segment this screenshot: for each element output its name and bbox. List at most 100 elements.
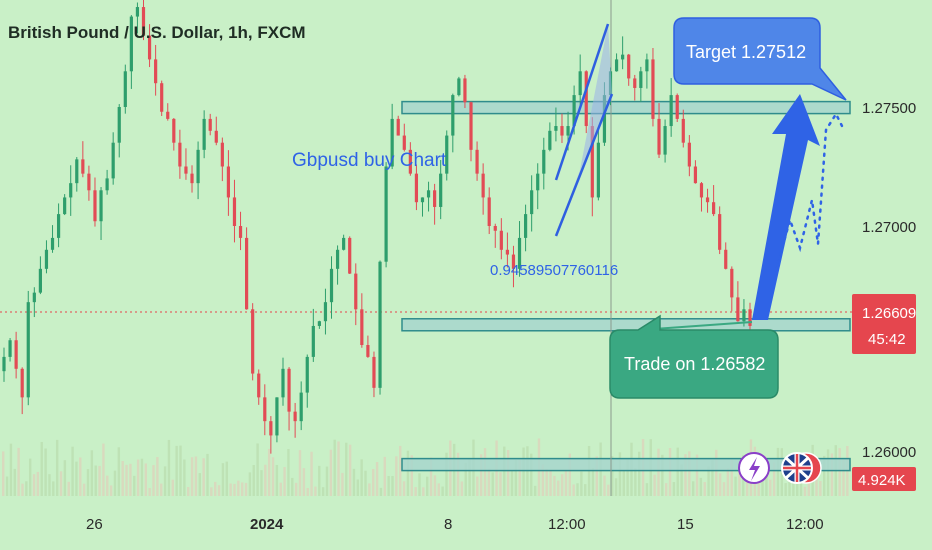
volume-value: 4.924K: [858, 472, 906, 489]
candle-body: [311, 325, 315, 357]
candle-body: [166, 111, 170, 119]
candle-body: [26, 302, 30, 398]
projection-dotted-path: [774, 111, 844, 272]
candle-body: [348, 237, 352, 274]
ratio-text: 0.94589507760116: [490, 262, 618, 279]
trade-callout-box[interactable]: [609, 314, 779, 399]
volume-bar: [422, 487, 425, 496]
volume-bar: [256, 443, 259, 496]
volume-bar: [437, 483, 440, 496]
candle-body: [56, 214, 61, 238]
candle-body: [287, 368, 291, 412]
candle-body: [32, 292, 36, 303]
candle-body: [566, 126, 570, 136]
volume-bar: [17, 447, 20, 496]
volume-bar: [129, 463, 132, 496]
volume-bar: [98, 465, 101, 496]
volume-bar: [267, 448, 271, 496]
volume-bar: [406, 450, 410, 496]
target-callout-box[interactable]: [673, 17, 847, 101]
volume-bar: [676, 447, 679, 496]
candle-body: [141, 7, 146, 36]
volume-bar: [614, 478, 618, 496]
volume-bar: [668, 448, 672, 496]
volume-bar: [206, 453, 209, 496]
volume-bar: [113, 470, 117, 496]
volume-bar: [545, 469, 548, 496]
candle-body: [633, 78, 637, 88]
zone-1: [401, 100, 851, 115]
candle-body: [93, 190, 97, 222]
candle-body: [420, 197, 425, 203]
candle-body: [323, 302, 328, 322]
volume-bar: [568, 453, 572, 496]
candle-body: [245, 237, 249, 310]
price-tick-1: 1.27500: [862, 100, 916, 117]
volume-bar: [391, 475, 394, 496]
volume-bar: [133, 475, 136, 496]
volume-bar: [291, 477, 294, 496]
candle-body: [596, 142, 600, 198]
volume-bar: [194, 456, 198, 496]
volume-bar: [618, 452, 622, 496]
volume-bar: [248, 472, 252, 496]
candle-body: [214, 130, 218, 143]
candle-body: [275, 397, 279, 436]
volume-bar: [287, 448, 290, 496]
volume-bar: [210, 487, 213, 496]
candle-body: [129, 16, 133, 72]
volume-bar: [325, 466, 329, 496]
price-tick-3: 1.26000: [862, 444, 916, 461]
candle-body: [699, 183, 704, 198]
volume-bar: [94, 465, 97, 496]
chart-drawings: [554, 23, 844, 331]
candle-body: [414, 173, 419, 203]
volume-bar: [518, 459, 521, 496]
volume-bar: [298, 450, 302, 496]
support-resistance-zones: [401, 100, 851, 472]
candle-body: [742, 309, 746, 322]
candle-body: [299, 392, 303, 422]
volume-bar: [718, 473, 722, 496]
volume-bar: [375, 462, 379, 496]
candle-body: [523, 214, 528, 238]
volume-bar: [842, 459, 845, 496]
candle-body: [257, 373, 261, 398]
volume-bar: [79, 457, 82, 496]
volume-bar: [576, 483, 579, 496]
volume-bar: [707, 466, 710, 496]
volume-bar: [584, 484, 587, 496]
candle-body: [8, 340, 12, 357]
candle-body: [590, 126, 594, 198]
volume-bar: [441, 486, 444, 496]
candle-body: [475, 149, 479, 174]
volume-bar: [67, 481, 70, 496]
candle-body: [123, 71, 127, 107]
target-arrow: [752, 94, 820, 320]
volume-bar: [13, 468, 16, 496]
volume-bar: [514, 460, 518, 496]
volume-bar: [9, 443, 13, 496]
volume-bar: [541, 464, 545, 496]
volume-badge: [852, 467, 916, 491]
volume-bar: [237, 480, 240, 496]
candle-body: [584, 71, 588, 127]
candle-body: [342, 237, 346, 250]
volume-bar: [82, 483, 86, 496]
candle-body: [50, 237, 55, 250]
gb-us-flag-icon[interactable]: [781, 452, 822, 484]
volume-bar: [44, 448, 47, 496]
volume-bar: [622, 470, 625, 496]
volume-bar: [109, 485, 113, 496]
volume-bar: [699, 477, 703, 496]
candle-body: [220, 142, 224, 167]
volume-bar: [803, 486, 807, 496]
volume-bar: [140, 458, 144, 496]
volume-bar: [217, 485, 221, 496]
channel-upper-line: [554, 23, 610, 181]
time-label-3: 8: [444, 516, 452, 533]
lightning-event-icon[interactable]: [738, 452, 770, 484]
volume-bar: [838, 448, 841, 496]
